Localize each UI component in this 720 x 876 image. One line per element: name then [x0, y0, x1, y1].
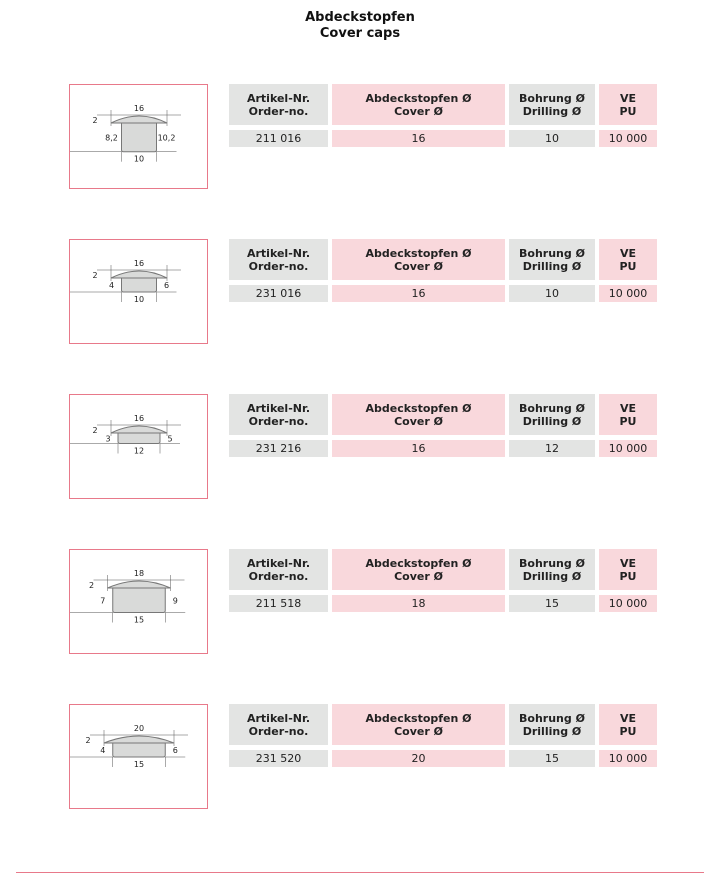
pu-cell: 10 000 [599, 130, 657, 147]
cover-cap-drawing: 16 2 8,2 10,2 10 [69, 84, 208, 189]
pu-cell: 10 000 [599, 750, 657, 767]
pu-cell: 10 000 [599, 440, 657, 457]
dimension-label-right: 6 [164, 281, 169, 290]
dimension-label-dome: 2 [92, 271, 97, 280]
technical-drawing: 16 23 5 12 [70, 414, 181, 456]
dimension-label-bottom: 12 [134, 447, 144, 456]
cap-dome [110, 115, 168, 124]
product-row: 16 2 8,2 10,2 10 Artikel-Nr. Order-no. Abdeck… [0, 84, 720, 190]
technical-drawing: 16 2 4 6 10 [70, 259, 181, 304]
order-no-cell: 211 016 [229, 130, 328, 147]
page-title: Abdeckstopfen Cover caps [0, 10, 720, 42]
dimension-label-bottom: 10 [134, 295, 144, 304]
title-english: Cover caps [319, 26, 401, 41]
dimension-label-top: 16 [134, 414, 144, 423]
drilling-cell: 15 [509, 750, 595, 767]
header-drilling: Bohrung Ø Drilling Ø [509, 239, 595, 280]
product-row: 18 2 7 9 15 Artikel-Nr. Order-no. Abdeckstopf… [0, 549, 720, 655]
dimension-label-left: 4 [109, 281, 114, 290]
dimension-label-left: 4 [100, 746, 105, 755]
dimension-label-dome: 2 [85, 736, 90, 745]
dimension-label-left: 7 [100, 596, 105, 605]
dimension-label-dome: 2 [92, 116, 97, 125]
drilling-cell: 10 [509, 130, 595, 147]
cover-cap-drawing: 16 2 4 6 10 [69, 239, 208, 344]
technical-drawing: 16 2 8,2 10,2 10 [70, 104, 181, 164]
cover-cap-drawing: 16 2 3 5 12 [69, 394, 208, 499]
footer-divider [16, 872, 704, 873]
header-order-no: Artikel-Nr. Order-no. [229, 239, 328, 280]
order-no-cell: 231 016 [229, 285, 328, 302]
cover-cell: 20 [332, 750, 505, 767]
header-pu: VE PU [599, 704, 657, 745]
header-cover: Abdeckstopfen Ø Cover Ø [332, 549, 505, 590]
drilling-cell: 10 [509, 285, 595, 302]
cap-stem [117, 432, 161, 444]
header-order-no: Artikel-Nr. Order-no. [229, 704, 328, 745]
dimension-label-left: 8,2 [105, 133, 118, 142]
dimension-label-dome: 2 [92, 426, 97, 435]
product-row: 16 2 4 6 10 Artikel-Nr. Order-no. Abdeckstopf… [0, 239, 720, 345]
cap-dome [103, 735, 175, 744]
header-pu: VE PU [599, 239, 657, 280]
header-order-no: Artikel-Nr. Order-no. [229, 84, 328, 125]
cover-cap-drawing: 20 2 4 6 15 [69, 704, 208, 809]
drilling-cell: 12 [509, 440, 595, 457]
drilling-cell: 15 [509, 595, 595, 612]
cap-stem [121, 122, 157, 153]
dimension-label-bottom: 10 [134, 155, 144, 164]
header-pu: VE PU [599, 84, 657, 125]
header-drilling: Bohrung Ø Drilling Ø [509, 84, 595, 125]
cap-stem [121, 277, 157, 293]
cover-cell: 16 [332, 130, 505, 147]
cap-dome [107, 580, 171, 589]
cap-stem [112, 742, 166, 758]
header-cover: Abdeckstopfen Ø Cover Ø [332, 239, 505, 280]
dimension-label-right: 9 [173, 596, 178, 605]
pu-cell: 10 000 [599, 285, 657, 302]
cap-dome [110, 425, 168, 434]
dimension-label-top: 16 [134, 104, 144, 113]
order-no-cell: 211 518 [229, 595, 328, 612]
cover-cap-drawing: 18 2 7 9 15 [69, 549, 208, 654]
header-cover: Abdeckstopfen Ø Cover Ø [332, 704, 505, 745]
dimension-label-bottom: 15 [134, 760, 144, 769]
cap-dome [110, 270, 168, 279]
header-cover: Abdeckstopfen Ø Cover Ø [332, 84, 505, 125]
pu-cell: 10 000 [599, 595, 657, 612]
header-cover: Abdeckstopfen Ø Cover Ø [332, 394, 505, 435]
technical-drawing: 18 27 9 15 [70, 569, 186, 625]
dimension-label-dome: 2 [89, 581, 94, 590]
cover-cell: 18 [332, 595, 505, 612]
cover-cell: 16 [332, 440, 505, 457]
header-drilling: Bohrung Ø Drilling Ø [509, 704, 595, 745]
title-german: Abdeckstopfen [305, 10, 415, 25]
dimension-label-top: 20 [134, 724, 144, 733]
product-row: 20 2 4 6 15 Artikel-Nr. Order-no. Abdeckstopf… [0, 704, 720, 810]
dimension-label-right: 6 [173, 746, 178, 755]
dimension-label-top: 18 [134, 569, 144, 578]
dimension-label-bottom: 15 [134, 616, 144, 625]
cover-cell: 16 [332, 285, 505, 302]
dimension-label-right: 5 [167, 434, 172, 443]
header-pu: VE PU [599, 549, 657, 590]
cap-stem [112, 587, 166, 613]
dimension-label-left: 3 [105, 434, 110, 443]
header-pu: VE PU [599, 394, 657, 435]
header-drilling: Bohrung Ø Drilling Ø [509, 394, 595, 435]
dimension-label-top: 16 [134, 259, 144, 268]
order-no-cell: 231 216 [229, 440, 328, 457]
product-row: 16 2 3 5 12 Artikel-Nr. Order-no. Abdeckstopf… [0, 394, 720, 500]
dimension-label-right: 10,2 [158, 133, 176, 142]
technical-drawing: 20 2 4 6 15 [70, 724, 188, 769]
header-drilling: Bohrung Ø Drilling Ø [509, 549, 595, 590]
header-order-no: Artikel-Nr. Order-no. [229, 394, 328, 435]
header-order-no: Artikel-Nr. Order-no. [229, 549, 328, 590]
order-no-cell: 231 520 [229, 750, 328, 767]
